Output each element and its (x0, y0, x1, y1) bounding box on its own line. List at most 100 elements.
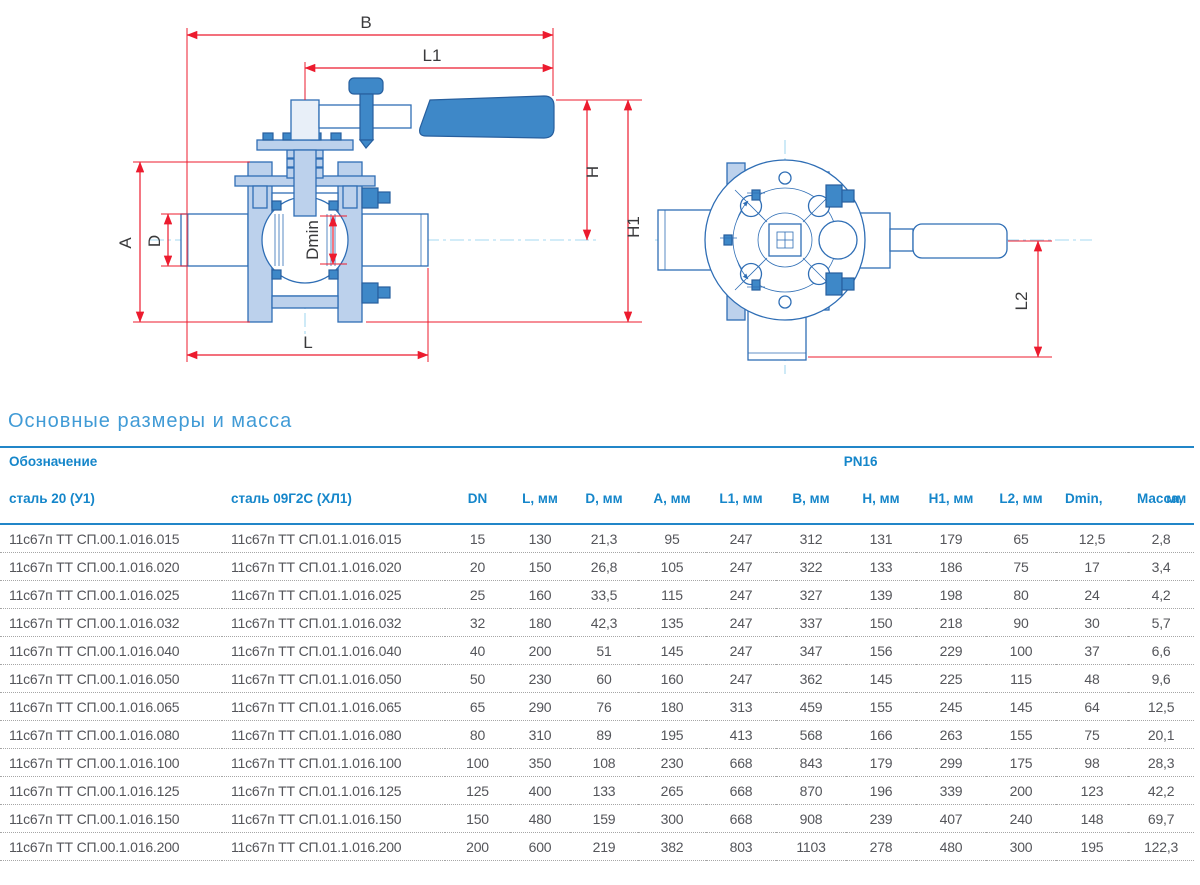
designation-group-header: Обозначение (9, 453, 98, 469)
value-cell: 247 (706, 664, 777, 693)
flange-disc (704, 159, 866, 321)
designation-cell: 11с67п ТТ СП.01.1.016.080 (222, 720, 446, 749)
dim-label-A: A (116, 237, 135, 249)
value-cell: 843 (776, 748, 847, 777)
value-cell: 337 (776, 608, 847, 637)
valve-technical-drawing: B L1 H H1 A D (0, 0, 1200, 392)
dim-label-Dmin: Dmin (303, 220, 322, 260)
designation-cell: 11с67п ТТ СП.01.1.016.025 (222, 580, 446, 609)
value-cell: 20,1 (1128, 720, 1195, 749)
value-cell: 139 (846, 580, 917, 609)
designation-cell: 11с67п ТТ СП.00.1.016.032 (0, 608, 222, 637)
dim-H1: H1 (623, 99, 643, 323)
value-cell: 130 (510, 524, 571, 553)
col-header-steel09g2s: сталь 09Г2С (ХЛ1) (222, 475, 446, 525)
col-header-a: A, мм (638, 475, 707, 525)
table-row: 11с67п ТТ СП.00.1.016.080 11с67п ТТ СП.01… (0, 720, 1195, 749)
value-cell: 80 (986, 580, 1057, 609)
col-header-d: D, мм (570, 475, 639, 525)
dim-label-H: H (583, 166, 602, 178)
value-cell: 28,3 (1128, 748, 1195, 777)
value-cell: 310 (510, 720, 571, 749)
lock-tip (358, 139, 375, 149)
value-cell: 160 (510, 580, 571, 609)
designation-cell: 11с67п ТТ СП.01.1.016.015 (222, 524, 446, 553)
value-cell: 180 (638, 692, 707, 721)
value-cell: 156 (846, 636, 917, 665)
dim-label-L: L (303, 333, 312, 352)
value-cell: 219 (570, 832, 639, 861)
value-cell: 4,2 (1128, 580, 1195, 609)
value-cell: 108 (570, 748, 639, 777)
designation-cell: 11с67п ТТ СП.01.1.016.065 (222, 692, 446, 721)
designation-cell: 11с67п ТТ СП.01.1.016.032 (222, 608, 446, 637)
value-cell: 100 (445, 748, 511, 777)
value-cell: 115 (986, 664, 1057, 693)
value-cell: 600 (510, 832, 571, 861)
designation-cell: 11с67п ТТ СП.00.1.016.015 (0, 524, 222, 553)
table-row: 11с67п ТТ СП.00.1.016.100 11с67п ТТ СП.01… (0, 748, 1195, 777)
value-cell: 186 (916, 552, 987, 581)
value-cell: 299 (916, 748, 987, 777)
dimensions-table: Обозначение PN16 сталь 20 (У1) сталь 09Г… (0, 446, 1200, 861)
value-cell: 347 (776, 636, 847, 665)
value-cell: 150 (846, 608, 917, 637)
value-cell: 480 (916, 832, 987, 861)
handle-grip (419, 95, 555, 139)
value-cell: 51 (570, 636, 639, 665)
value-cell: 200 (445, 832, 511, 861)
value-cell: 225 (916, 664, 987, 693)
value-cell: 400 (510, 776, 571, 805)
dim-L1: L1 (304, 46, 554, 73)
value-cell: 322 (776, 552, 847, 581)
designation-cell: 11с67п ТТ СП.01.1.016.150 (222, 804, 446, 833)
value-cell: 200 (986, 776, 1057, 805)
value-cell: 98 (1056, 748, 1129, 777)
value-cell: 115 (638, 580, 707, 609)
value-cell: 290 (510, 692, 571, 721)
value-cell: 198 (916, 580, 987, 609)
value-cell: 568 (776, 720, 847, 749)
dim-label-B: B (360, 13, 371, 32)
value-cell: 21,3 (570, 524, 639, 553)
value-cell: 247 (706, 608, 777, 637)
value-cell: 179 (916, 524, 987, 553)
value-cell: 382 (638, 832, 707, 861)
side-studs (720, 189, 765, 291)
value-cell: 50 (445, 664, 511, 693)
designation-cell: 11с67п ТТ СП.00.1.016.020 (0, 552, 222, 581)
designation-cell: 11с67п ТТ СП.00.1.016.100 (0, 748, 222, 777)
value-cell: 9,6 (1128, 664, 1195, 693)
value-cell: 2,8 (1128, 524, 1195, 553)
dim-D: D (145, 213, 173, 267)
value-cell: 80 (445, 720, 511, 749)
value-cell: 150 (445, 804, 511, 833)
value-cell: 180 (510, 608, 571, 637)
value-cell: 362 (776, 664, 847, 693)
designation-cell: 11с67п ТТ СП.00.1.016.025 (0, 580, 222, 609)
value-cell: 300 (638, 804, 707, 833)
value-cell: 312 (776, 524, 847, 553)
value-cell: 30 (1056, 608, 1129, 637)
value-cell: 3,4 (1128, 552, 1195, 581)
value-cell: 155 (846, 692, 917, 721)
col-header-b: B, мм (776, 475, 847, 525)
value-cell: 133 (846, 552, 917, 581)
valve-drawing-svg: B L1 H H1 A D (116, 13, 1092, 374)
value-cell: 870 (776, 776, 847, 805)
designation-cell: 11с67п ТТ СП.00.1.016.150 (0, 804, 222, 833)
col-header-dn: DN (445, 475, 511, 525)
value-cell: 300 (986, 832, 1057, 861)
value-cell: 327 (776, 580, 847, 609)
rotation-arrows (736, 200, 749, 280)
dim-Dmin: Dmin (303, 215, 338, 265)
table-row: 11с67п ТТ СП.00.1.016.200 11с67п ТТ СП.01… (0, 832, 1195, 861)
value-cell: 668 (706, 748, 777, 777)
value-cell: 135 (638, 608, 707, 637)
value-cell: 42,2 (1128, 776, 1195, 805)
value-cell: 175 (986, 748, 1057, 777)
value-cell: 195 (638, 720, 707, 749)
value-cell: 247 (706, 580, 777, 609)
value-cell: 105 (638, 552, 707, 581)
value-cell: 33,5 (570, 580, 639, 609)
